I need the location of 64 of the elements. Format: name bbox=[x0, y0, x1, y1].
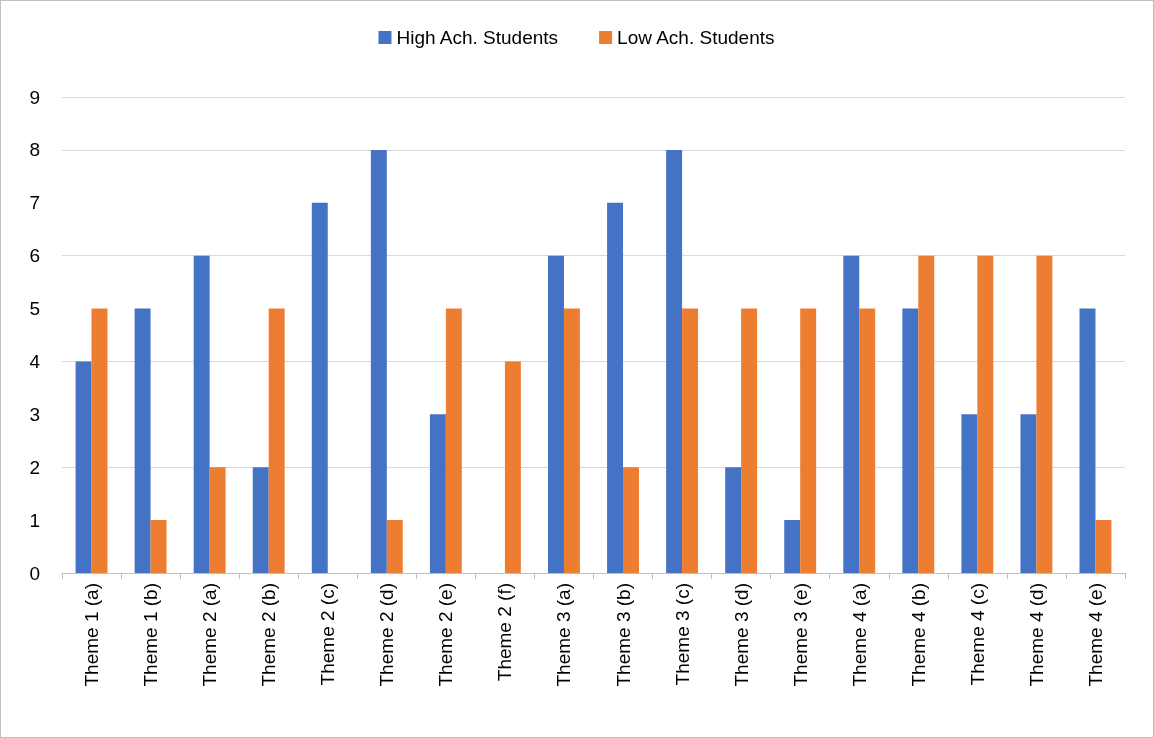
bar bbox=[800, 308, 817, 573]
bar bbox=[563, 308, 580, 573]
y-tick-label: 8 bbox=[29, 139, 40, 161]
x-tick-label: Theme 4 (a) bbox=[848, 583, 870, 687]
bar bbox=[961, 414, 978, 573]
bar bbox=[150, 520, 167, 573]
x-tick-label: Theme 2 (b) bbox=[258, 583, 280, 687]
y-tick-label: 1 bbox=[29, 509, 40, 531]
y-tick-label: 7 bbox=[29, 192, 40, 214]
bar bbox=[252, 467, 269, 573]
x-tick-label: Theme 2 (e) bbox=[435, 583, 457, 687]
y-tick-label: 2 bbox=[29, 456, 40, 478]
x-tick-label: Theme 2 (d) bbox=[376, 583, 398, 687]
x-tick-label: Theme 3 (b) bbox=[612, 583, 634, 687]
y-tick-label: 4 bbox=[29, 350, 41, 372]
x-tick-label: Theme 4 (c) bbox=[966, 583, 988, 686]
x-tick-label: Theme 1 (a) bbox=[81, 583, 103, 687]
bar bbox=[209, 467, 226, 573]
x-tick-label: Theme 3 (e) bbox=[789, 583, 811, 687]
bar bbox=[741, 308, 758, 573]
bar bbox=[1036, 255, 1053, 573]
bar bbox=[1020, 414, 1037, 573]
bar bbox=[666, 149, 683, 573]
x-tick-label: Theme 1 (b) bbox=[140, 583, 162, 687]
bar bbox=[784, 520, 801, 573]
legend-label: Low Ach. Students bbox=[617, 27, 775, 48]
x-tick-label: Theme 3 (d) bbox=[730, 583, 752, 687]
x-tick-label: Theme 2 (a) bbox=[199, 583, 221, 687]
bar bbox=[977, 255, 994, 573]
x-tick-label: Theme 4 (d) bbox=[1025, 583, 1047, 687]
bar bbox=[370, 149, 387, 573]
y-tick-label: 3 bbox=[29, 403, 40, 425]
bar bbox=[386, 520, 403, 573]
bar bbox=[548, 255, 564, 573]
bar bbox=[268, 308, 285, 573]
bar bbox=[445, 308, 462, 573]
bar bbox=[918, 255, 935, 573]
bar bbox=[1095, 520, 1112, 573]
bar bbox=[902, 308, 919, 573]
x-tick-label: Theme 2 (c) bbox=[317, 583, 339, 686]
bar bbox=[134, 308, 151, 573]
bar bbox=[859, 308, 876, 573]
bar bbox=[504, 361, 521, 573]
bar bbox=[682, 308, 699, 573]
x-tick-label: Theme 4 (e) bbox=[1084, 583, 1106, 687]
legend-label: High Ach. Students bbox=[396, 27, 559, 48]
bar bbox=[725, 467, 742, 573]
bar bbox=[623, 467, 639, 573]
y-tick-label: 6 bbox=[29, 245, 40, 267]
x-tick-label: Theme 2 (f) bbox=[494, 583, 516, 682]
bar bbox=[1079, 308, 1096, 573]
bar bbox=[843, 255, 860, 573]
bar bbox=[429, 414, 446, 573]
bar bbox=[193, 255, 210, 573]
y-tick-label: 0 bbox=[29, 562, 40, 584]
x-tick-label: Theme 3 (c) bbox=[671, 583, 693, 686]
x-tick-label: Theme 4 (b) bbox=[907, 583, 929, 687]
bar bbox=[311, 202, 328, 573]
y-tick-label: 5 bbox=[29, 298, 40, 320]
y-tick-label: 9 bbox=[29, 86, 40, 108]
x-tick-label: Theme 3 (a) bbox=[553, 583, 575, 687]
bar bbox=[75, 361, 92, 573]
bar bbox=[91, 308, 108, 573]
bar bbox=[607, 202, 624, 573]
